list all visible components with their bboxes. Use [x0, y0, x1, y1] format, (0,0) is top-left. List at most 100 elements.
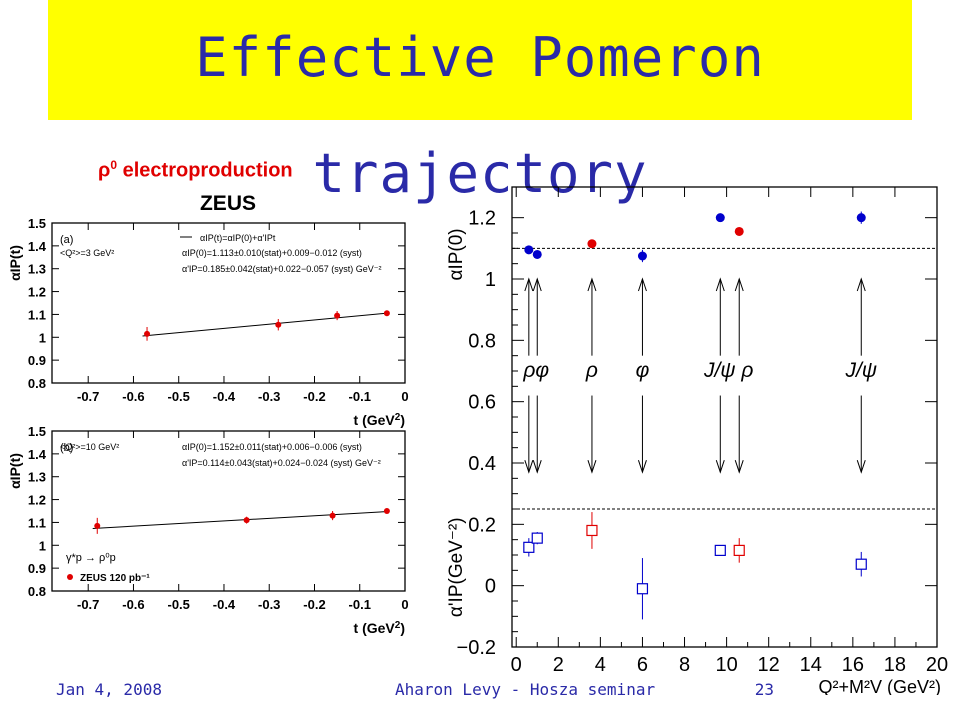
point-marker	[243, 517, 250, 524]
point-marker	[523, 541, 535, 553]
meson-annotation: φ	[636, 359, 650, 382]
x-tick-label: -0.4	[213, 597, 236, 612]
point-marker	[856, 213, 866, 223]
alphaprime-point	[714, 544, 726, 556]
x-tick-label: -0.5	[168, 389, 190, 404]
footer-speaker: Aharon Levy - Hosza seminar 23	[395, 680, 774, 699]
y-tick-label: 1	[39, 538, 46, 553]
x-tick-label: 10	[715, 654, 737, 676]
x-axis-label: Q²+M²V (GeV²)	[818, 677, 941, 695]
y-tick-label: 0.8	[28, 584, 46, 599]
y-tick-label: 0.2	[468, 514, 496, 536]
down-arrow-head	[532, 460, 542, 474]
down-arrow-head	[734, 460, 744, 474]
alphaprime-point	[733, 538, 745, 563]
x-tick-label: 18	[884, 654, 906, 676]
up-arrow-head	[637, 277, 647, 292]
point-marker	[383, 310, 390, 317]
x-tick-label: 0	[401, 597, 408, 612]
point-marker	[531, 532, 543, 544]
zeus-chart: ZEUS -0.7 -0.6 -0.5 -0.4 -0.3 -0.2 -0.1 0 0.8 0.9 1…	[7, 192, 409, 636]
x-axis-label: t (GeV2)	[354, 620, 405, 636]
x-tick-label: -0.3	[258, 597, 280, 612]
x-tick-label: -0.3	[258, 389, 280, 404]
arrow-pair	[587, 277, 597, 474]
fit-line	[142, 312, 387, 337]
x-tick-label: 12	[758, 654, 780, 676]
x-tick-label: -0.7	[77, 597, 99, 612]
data-point	[275, 319, 282, 331]
x-tick-label: 16	[842, 654, 864, 676]
fit-intercept-text: αIP(0)=1.152±0.011(stat)+0.006−0.006 (sy…	[182, 442, 362, 452]
x-tick-label: -0.6	[122, 389, 144, 404]
y-axis-label: αIP(t)	[7, 453, 23, 489]
subtitle-rest: electroproduction	[117, 159, 293, 182]
y-axis-label: αIP(t)	[7, 245, 23, 281]
dataset-marker	[67, 574, 73, 580]
y-tick-label: 1.2	[468, 208, 496, 230]
up-arrow-head	[734, 277, 744, 292]
x-tick-label: -0.4	[213, 389, 236, 404]
point-marker	[734, 226, 744, 236]
y-tick-label: 1.5	[28, 424, 46, 439]
point-marker	[144, 330, 151, 337]
y-tick-label: 1.3	[28, 470, 46, 485]
alphaprime-point	[855, 551, 867, 577]
x-tick-label: 0	[401, 389, 408, 404]
summary-chart: 0 2 4 6 8 10 12 14 16 18 20−0.200.20.40.60.811.2ρφ…	[446, 186, 948, 695]
up-arrow-head	[587, 277, 597, 292]
point-marker	[733, 544, 745, 556]
panel-label: (b)	[60, 442, 73, 454]
dataset-label: ZEUS 120 pb⁻¹	[80, 573, 150, 584]
point-marker	[586, 524, 598, 537]
meson-annotation: ρφ	[522, 359, 549, 382]
x-tick-label: 0	[511, 654, 522, 676]
point-marker	[636, 583, 649, 595]
zeus-panel-a: -0.7 -0.6 -0.5 -0.4 -0.3 -0.2 -0.1 0 0.8 0.9 1 1.1 1…	[7, 216, 409, 428]
y-tick-label: 0.8	[468, 330, 496, 352]
subtitle-superscript: 0	[110, 158, 118, 172]
alpha0-point	[532, 249, 542, 259]
panel-label: (a)	[60, 234, 73, 246]
experiment-label: ZEUS	[200, 192, 256, 215]
alphaprime-point	[586, 512, 598, 549]
alpha0-point	[856, 211, 866, 224]
y-tick-label: 0.9	[28, 561, 46, 576]
zeus-panel-b: -0.7 -0.6 -0.5 -0.4 -0.3 -0.2 -0.1 0 0.8 0.9 1 1.1 1…	[7, 424, 409, 636]
data-point	[243, 516, 250, 524]
x-tick-label: 8	[679, 654, 690, 676]
alpha0-point	[637, 249, 647, 263]
y-tick-label: 1.1	[28, 307, 46, 322]
meson-annotation: ρ	[585, 359, 598, 382]
up-arrow-head	[856, 277, 866, 292]
arrow-pair	[734, 277, 744, 474]
y-tick-label: 1	[39, 330, 46, 345]
y-tick-label: 0.6	[468, 392, 496, 414]
y-axis-label-bottom: α'IP(GeV⁻²)	[446, 517, 467, 617]
data-point	[383, 508, 390, 514]
alphaprime-point	[636, 558, 649, 620]
q2-label: <Q²>=10 GeV²	[60, 442, 119, 452]
fit-slope-text: α'IP=0.185±0.042(stat)+0.022−0.057 (syst…	[182, 264, 381, 274]
x-tick-label: 6	[637, 654, 648, 676]
q2-label: <Q²>=3 GeV²	[60, 248, 114, 258]
y-tick-label: 1.3	[28, 262, 46, 277]
legend-line-text: αIP(t)=αIP(0)+α'IPt	[200, 233, 276, 243]
footer-page-number: 23	[754, 680, 774, 699]
point-marker	[329, 512, 336, 519]
data-point	[334, 311, 341, 321]
footer-date: Jan 4, 2008	[56, 680, 162, 699]
alpha0-point	[524, 245, 534, 255]
y-tick-label: 0.4	[468, 453, 496, 475]
alpha0-point	[587, 239, 597, 249]
point-marker	[587, 239, 597, 249]
x-tick-label: 2	[553, 654, 564, 676]
x-tick-label: -0.1	[349, 389, 371, 404]
x-tick-label: -0.2	[303, 597, 325, 612]
subtitle: ρ0 electroproduction	[98, 158, 293, 183]
point-marker	[275, 321, 282, 328]
arrow-pair	[856, 277, 866, 474]
data-point	[144, 327, 151, 341]
point-marker	[383, 508, 390, 514]
x-tick-label: 4	[595, 654, 606, 676]
